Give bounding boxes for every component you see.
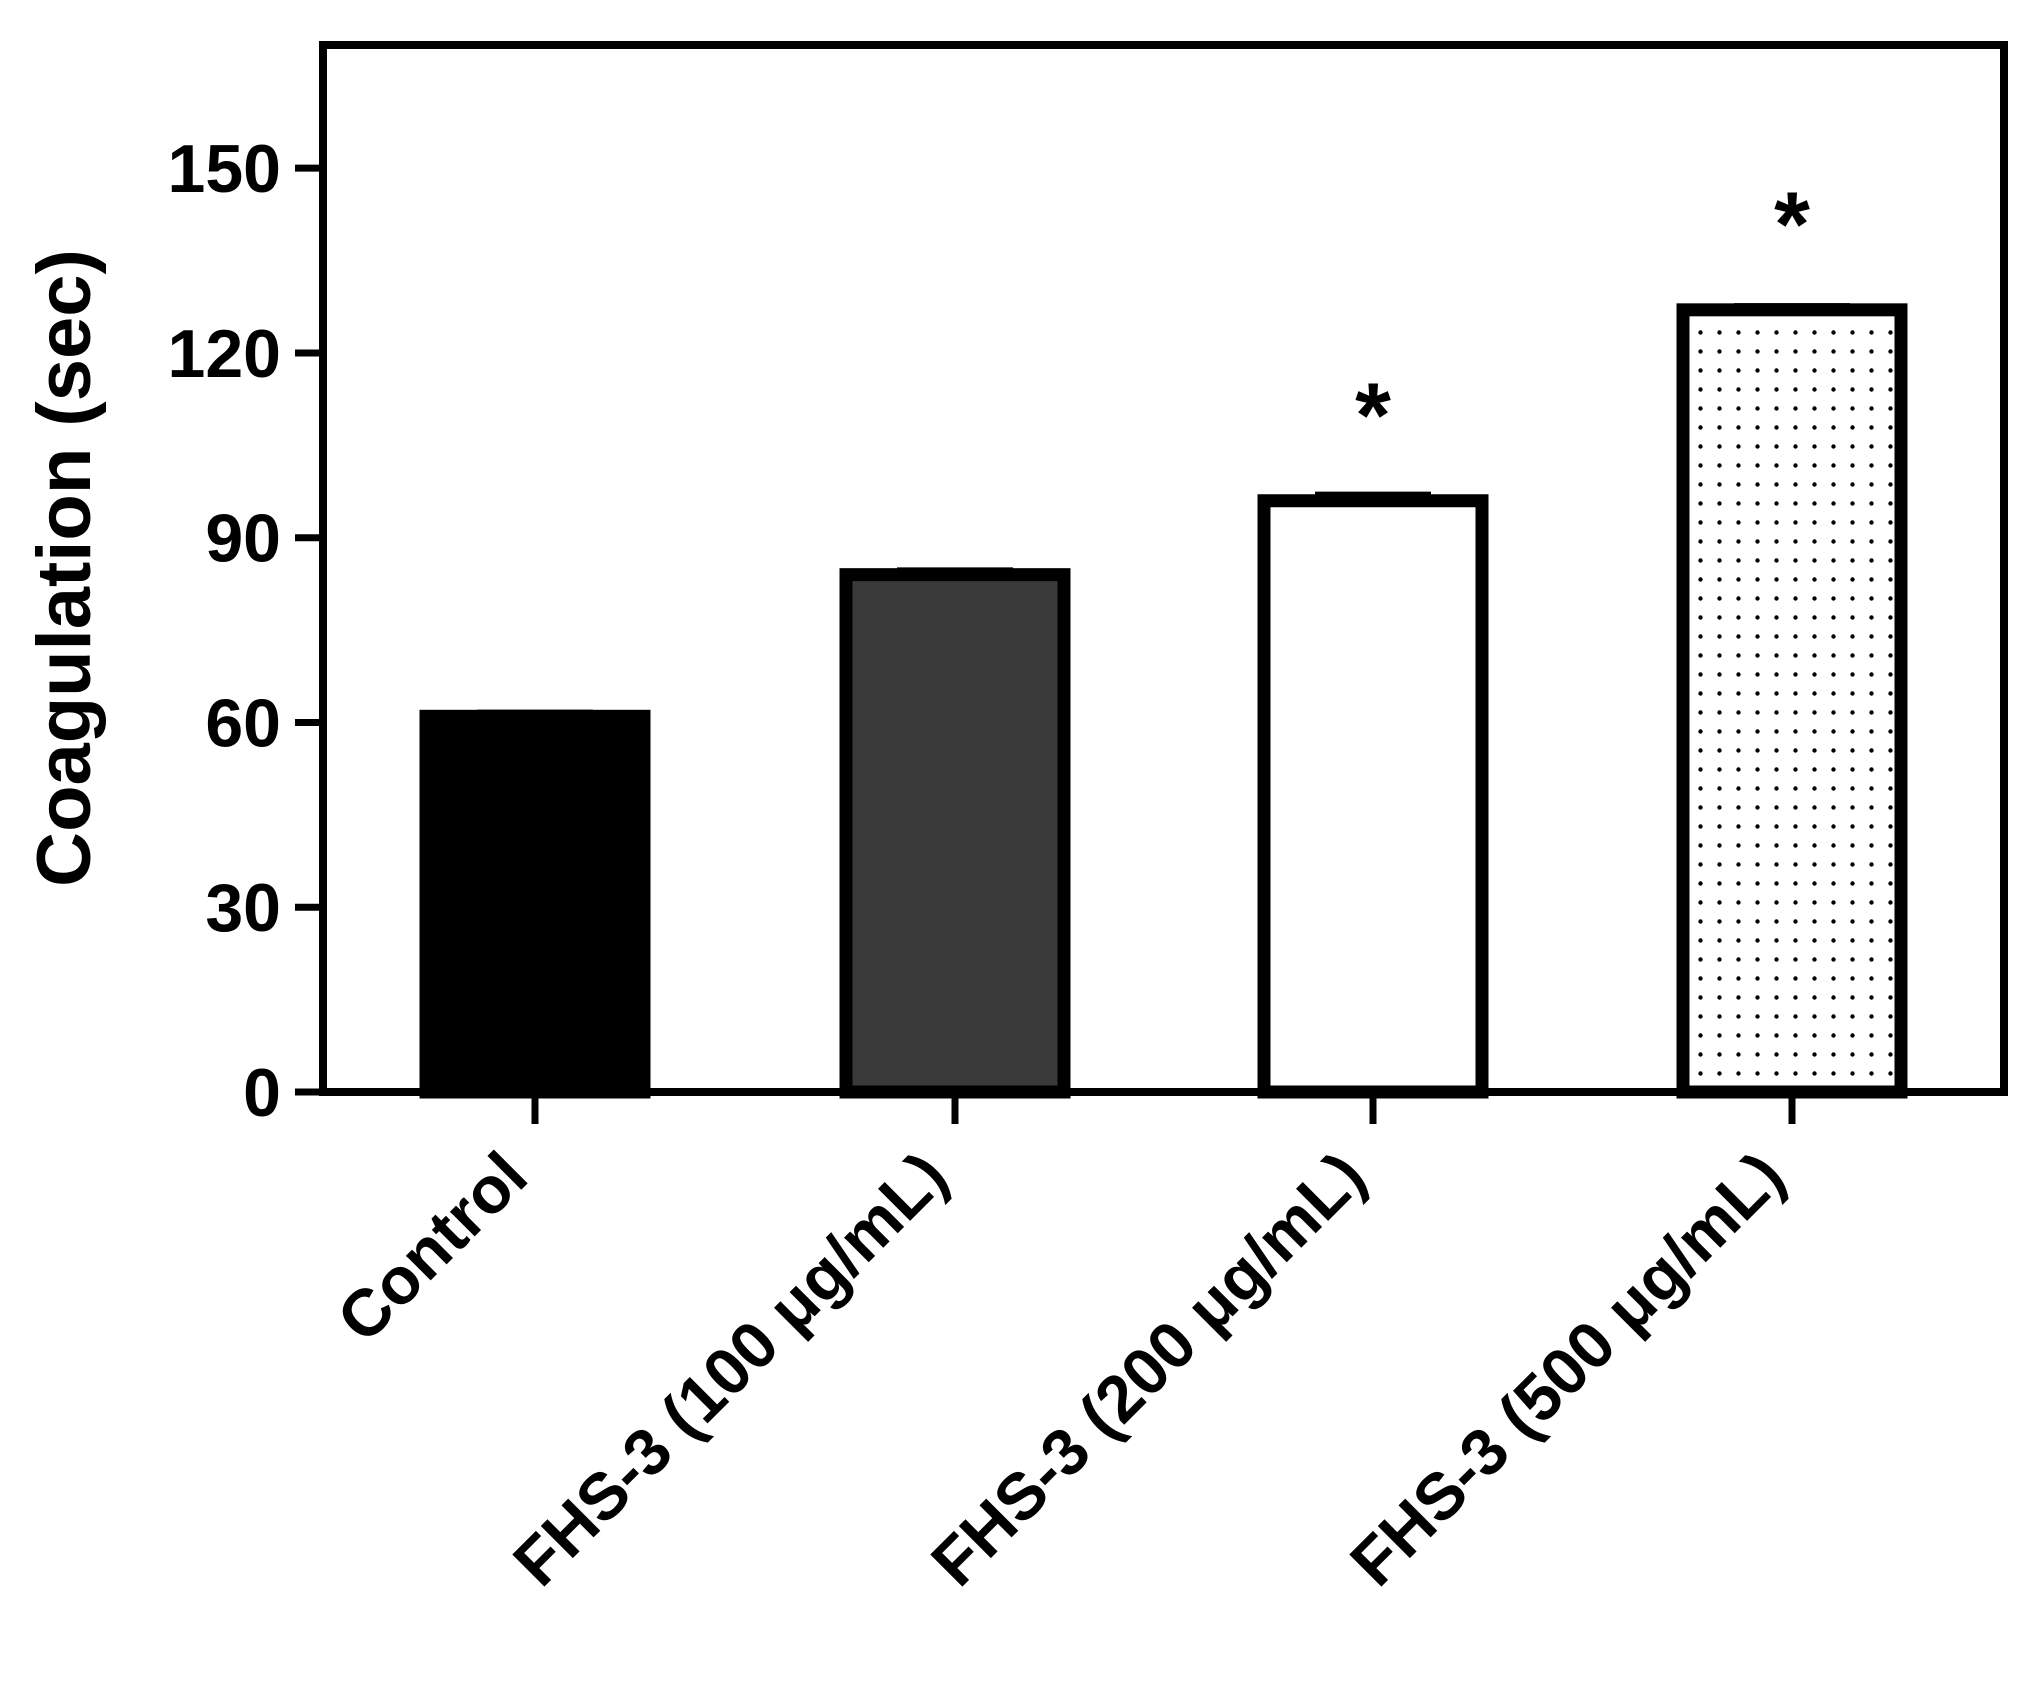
y-axis-ticks: 0 30 60 90 120 150: [168, 131, 323, 1131]
y-tick-label-1: 30: [205, 870, 281, 946]
y-tick-label-4: 120: [168, 316, 281, 392]
axes-layer: [319, 41, 2008, 1096]
x-category-label-3: FHS-3 (500 μg/mL): [1336, 1138, 1798, 1600]
significance-mark-2: *: [1355, 365, 1391, 467]
x-category-label-1: FHS-3 (100 μg/mL): [499, 1138, 961, 1600]
y-tick-label-0: 0: [243, 1055, 281, 1131]
bar-1: [839, 568, 1071, 1099]
bar-3: [1676, 303, 1908, 1099]
x-category-label-0: Control: [323, 1138, 541, 1356]
y-tick-label-3: 90: [205, 501, 281, 577]
bars-layer: **: [419, 174, 1908, 1099]
y-axis-title: Coagulation (sec): [22, 249, 107, 887]
y-tick-label-2: 60: [205, 685, 281, 761]
bar-2: [1257, 494, 1489, 1099]
bar-0: [419, 709, 651, 1099]
significance-mark-3: *: [1774, 174, 1810, 276]
y-tick-label-5: 150: [168, 131, 281, 207]
plot-frame: [319, 41, 2008, 1096]
x-category-label-2: FHS-3 (200 μg/mL): [917, 1138, 1379, 1600]
